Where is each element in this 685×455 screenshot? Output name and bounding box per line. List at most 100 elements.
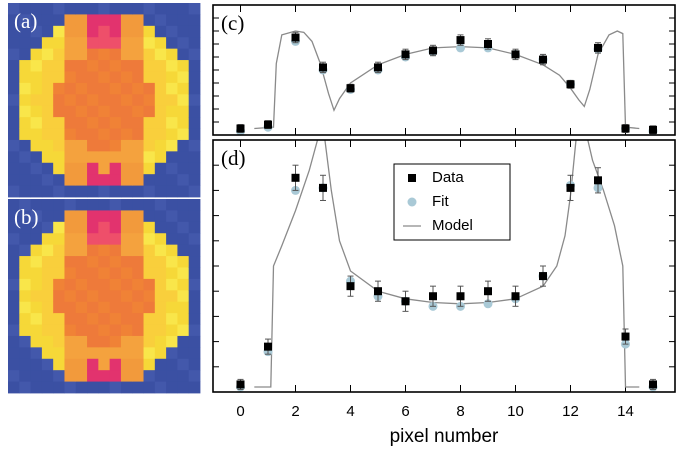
heatmap-cell [64,163,76,175]
heatmap-cell [53,14,65,26]
heatmap-cell [53,302,65,314]
heatmap-cell [155,60,167,72]
heatmap-cell [166,37,178,49]
heatmap-cell [155,106,167,118]
heatmap-cell [8,347,20,359]
heatmap-cell [144,347,156,359]
heatmap-cell [98,313,110,325]
heatmap-cell [155,382,167,394]
heatmap-cell [8,290,20,302]
heatmap-cell [155,26,167,38]
heatmap-cell [87,186,99,198]
heatmap-cell [166,256,178,268]
heatmap-cell [132,117,144,129]
heatmap-cell [132,199,144,211]
heatmap-cell [98,382,110,394]
heatmap-cell [53,26,65,38]
heatmap-cell [42,83,54,95]
heatmap-cell [177,302,189,314]
heatmap-cell [42,359,54,371]
heatmap-cell [19,174,31,186]
heatmap-cell [42,26,54,38]
heatmap-cell [132,279,144,291]
heatmap-cell [76,222,88,234]
heatmap-cell [31,49,43,61]
data-point [594,44,602,52]
heatmap-cell [42,336,54,348]
heatmap-cell [64,26,76,38]
heatmap-cell [98,3,110,15]
heatmap-cell [189,370,201,382]
heatmap-cell [110,83,122,95]
heatmap-cell [132,382,144,394]
heatmap-cell [31,151,43,163]
heatmap-cell [31,245,43,257]
heatmap-cell [110,359,122,371]
heatmap-cell [76,83,88,95]
data-point [457,36,465,44]
heatmap-cell [132,370,144,382]
heatmap-cell [8,279,20,291]
heatmap-cell [144,359,156,371]
heatmap-cell [166,94,178,106]
heatmap-cell [42,186,54,198]
heatmap-cell [76,290,88,302]
panel-label: (d) [221,146,246,170]
heatmap-cell [166,336,178,348]
heatmap-cell [76,233,88,245]
heatmap-cell [110,313,122,325]
heatmap-cell [42,117,54,129]
heatmap-cell [189,256,201,268]
heatmap-cell [144,60,156,72]
heatmap-cell [98,359,110,371]
data-point [237,380,245,388]
heatmap-cell [166,347,178,359]
heatmap-cell [53,129,65,141]
heatmap-cell [53,174,65,186]
heatmap-cell [8,83,20,95]
heatmap-cell [64,71,76,83]
heatmap-cell [144,140,156,152]
heatmap-cell [76,14,88,26]
heatmap-cell [64,245,76,257]
heatmap-cell [110,129,122,141]
heatmap-cell [155,71,167,83]
heatmap-cell [31,37,43,49]
heatmap-cell [121,245,133,257]
heatmap-cell [8,370,20,382]
heatmap-cell [8,382,20,394]
heatmap-cell [31,325,43,337]
heatmap-cell [155,267,167,279]
heatmap-cell [98,279,110,291]
heatmap-cell [64,313,76,325]
heatmap-cell [177,290,189,302]
heatmap-cell [98,222,110,234]
heatmap-cell [177,151,189,163]
heatmap-cell [42,60,54,72]
heatmap-cell [144,71,156,83]
heatmap-cell [189,245,201,257]
heatmap-cell [8,151,20,163]
heatmap-cell [166,359,178,371]
heatmap-cell [110,60,122,72]
heatmap-cell [53,117,65,129]
heatmap-cell [144,129,156,141]
heatmap-cell [76,37,88,49]
heatmap-cell [189,140,201,152]
heatmap-cell [132,245,144,257]
heatmap-cell [177,325,189,337]
heatmap-cell [53,256,65,268]
heatmap-cell [121,49,133,61]
heatmap-cell [121,347,133,359]
heatmap-cell [110,71,122,83]
x-tick-label: 4 [346,403,354,420]
heatmap-cell [19,233,31,245]
heatmap-cell [166,267,178,279]
heatmap-cell [53,186,65,198]
heatmap-cell [8,60,20,72]
heatmap-cell [42,370,54,382]
data-point [402,50,410,58]
data-point [429,292,437,300]
heatmap-cell [87,49,99,61]
heatmap-cell [166,14,178,26]
